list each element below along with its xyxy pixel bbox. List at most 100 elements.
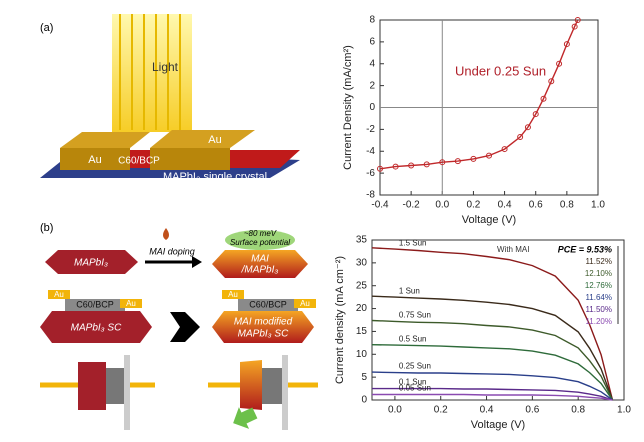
- series-line: [379, 19, 579, 170]
- point: [556, 60, 563, 67]
- x-axis-label: Voltage (V): [462, 214, 516, 226]
- crystal-label: MAPbI₃: [74, 258, 108, 269]
- layer-label: C60/BCP: [118, 156, 160, 167]
- au-pad: [60, 148, 130, 170]
- y-tick-label: -2: [366, 124, 375, 135]
- x-tick-label: 0.4: [480, 405, 494, 416]
- panel-a: (a) Light Au C60/BCP Au MAPbI₃ single cr…: [40, 14, 300, 183]
- x-tick-label: 1.0: [617, 405, 631, 416]
- x-tick-label: 0.8: [571, 405, 585, 416]
- x-tick-label: 0.0: [388, 405, 402, 416]
- light-beam: [112, 14, 192, 132]
- doped-label: /MAPbI₃: [241, 265, 279, 276]
- x-tick-label: 0.0: [435, 200, 449, 211]
- y-tick-label: 30: [356, 257, 368, 268]
- x-tick-label: -0.4: [371, 200, 389, 211]
- point: [470, 155, 477, 162]
- series-label: 1 Sun: [399, 286, 420, 295]
- y-axis-label: Current density (mA cm⁻²): [334, 256, 346, 384]
- point: [377, 165, 383, 172]
- point: [524, 124, 531, 131]
- au-pad: [150, 148, 230, 170]
- pce-label: 12.76%: [585, 281, 612, 290]
- series-label: 0.75 Sun: [399, 310, 431, 319]
- y-tick-label: 35: [356, 235, 368, 246]
- series-line: [371, 319, 614, 401]
- point: [548, 78, 555, 85]
- x-tick-label: 0.2: [434, 405, 448, 416]
- y-tick-label: -4: [366, 146, 375, 157]
- point: [439, 159, 446, 166]
- sc-label: MAPbI₃ SC: [238, 329, 289, 340]
- pce-label: 12.10%: [585, 269, 612, 278]
- y-tick-label: 8: [369, 15, 375, 26]
- doping-label: MAI doping: [149, 246, 195, 256]
- point: [563, 41, 570, 48]
- y-tick-label: 6: [369, 37, 375, 48]
- pce-label: 11.64%: [585, 293, 612, 302]
- panel-b: (b) MAPbI₃ MAI doping ~80 meV Surface po…: [40, 222, 318, 430]
- au-label: Au: [208, 134, 221, 146]
- x-tick-label: 0.4: [498, 200, 512, 211]
- au-label: Au: [88, 154, 101, 166]
- point: [571, 23, 578, 30]
- y-tick-label: 10: [356, 349, 368, 360]
- point: [532, 111, 539, 118]
- y-tick-label: -6: [366, 168, 375, 179]
- pce-label: 11.52%: [585, 257, 612, 266]
- series-label: 0.1 Sun: [399, 378, 427, 387]
- light-label: Light: [152, 60, 179, 74]
- y-tick-label: 2: [369, 80, 375, 91]
- pce-label: PCE = 9.53%: [558, 244, 612, 254]
- doped-label: MAI: [251, 254, 269, 265]
- series-line: [371, 371, 613, 401]
- series-label: 1.5 Sun: [399, 238, 427, 247]
- sc-label: MAPbI₃ SC: [71, 323, 122, 334]
- x-tick-label: 0.8: [560, 200, 574, 211]
- crystal: [45, 250, 138, 274]
- point: [486, 152, 492, 159]
- series-line: [371, 247, 614, 401]
- crystal-label: MAPbI₃ single crystal: [163, 171, 267, 183]
- y-tick-label: 4: [369, 58, 375, 69]
- y-tick-label: 25: [356, 280, 368, 291]
- point: [423, 161, 430, 168]
- potential-label: ~80 meV: [244, 229, 277, 238]
- y-tick-label: 20: [356, 303, 368, 314]
- y-tick-label: 15: [356, 326, 368, 337]
- plot-frame: [371, 239, 625, 401]
- x-axis-label: Voltage (V): [471, 419, 525, 431]
- au-label: Au: [300, 299, 310, 308]
- point: [540, 95, 547, 102]
- panel-label: (b): [40, 222, 53, 234]
- point: [408, 162, 415, 169]
- point: [517, 134, 524, 141]
- series-label: 0.25 Sun: [399, 362, 431, 371]
- series-line: [372, 387, 613, 401]
- annotation: Under 0.25 Sun: [455, 63, 546, 78]
- y-tick-label: 0: [369, 102, 375, 113]
- x-tick-label: 1.0: [591, 200, 605, 211]
- point: [454, 158, 461, 165]
- point: [392, 163, 399, 170]
- point: [501, 146, 508, 153]
- series-line: [371, 344, 614, 401]
- series-line: [371, 295, 614, 401]
- x-tick-label: 0.6: [525, 405, 539, 416]
- layer-label: C60/BCP: [76, 299, 114, 309]
- series-label: 0.5 Sun: [399, 334, 427, 343]
- panel-label: (a): [40, 22, 53, 34]
- annotation: With MAI: [497, 245, 529, 254]
- y-tick-label: -8: [366, 190, 375, 201]
- au-label: Au: [228, 290, 238, 299]
- layer-label: C60/BCP: [249, 299, 287, 309]
- x-tick-label: 0.6: [529, 200, 543, 211]
- y-axis-label: Current Density (mA/cm²): [342, 45, 354, 170]
- x-tick-label: 0.2: [466, 200, 480, 211]
- doped-crystal: [212, 250, 308, 278]
- pce-label: 11.50%: [585, 305, 612, 314]
- series-label: 0.05 Sun: [399, 384, 431, 393]
- y-tick-label: 0: [361, 395, 367, 406]
- y-tick-label: 5: [361, 372, 367, 383]
